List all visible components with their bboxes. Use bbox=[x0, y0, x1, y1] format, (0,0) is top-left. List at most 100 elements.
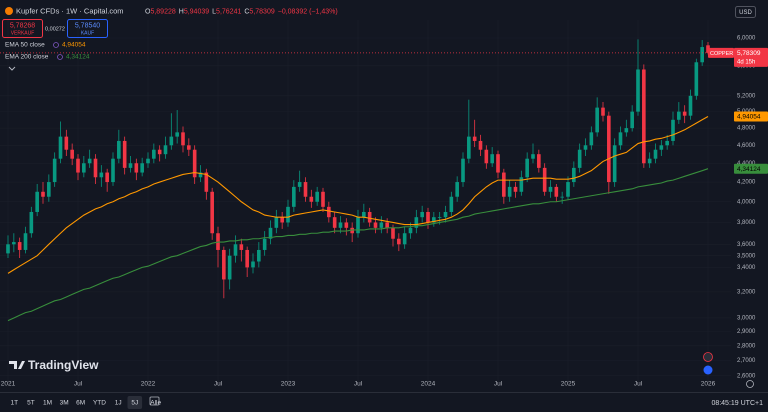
x-tick-label: 2022 bbox=[141, 381, 156, 388]
candle-body bbox=[636, 69, 640, 112]
candle-body bbox=[82, 163, 86, 173]
candle-body bbox=[507, 186, 512, 197]
candle-body bbox=[204, 172, 209, 192]
candle-body bbox=[47, 182, 51, 197]
currency: USD bbox=[739, 10, 752, 16]
candle-body bbox=[262, 238, 267, 250]
legend-icon[interactable] bbox=[57, 54, 63, 60]
range-button[interactable]: 5T bbox=[27, 400, 35, 407]
range-button[interactable]: 3M bbox=[60, 400, 69, 407]
candle-body bbox=[426, 211, 430, 223]
candle-body bbox=[420, 211, 424, 218]
symbol-title: Kupfer CFDs · 1W · Capital.com bbox=[16, 6, 124, 15]
candle-body bbox=[122, 140, 127, 168]
indicator-legend: EMA 50 close 4,94054 EMA 200 close 4,34124 bbox=[5, 42, 90, 61]
candle-body bbox=[659, 145, 664, 150]
candle-body bbox=[52, 158, 57, 183]
candle-body bbox=[58, 136, 63, 159]
candle-body bbox=[187, 145, 191, 150]
buy-button[interactable] bbox=[67, 19, 108, 38]
candle-body bbox=[70, 149, 74, 159]
ohlc-key: L bbox=[212, 8, 216, 15]
last-price-label: 5,78309 bbox=[737, 50, 761, 57]
candle-body bbox=[309, 196, 314, 202]
candle-body bbox=[537, 154, 541, 168]
event-icon[interactable] bbox=[703, 352, 713, 362]
legend-icon[interactable] bbox=[53, 42, 59, 48]
ohlc-value: 5,76241 bbox=[216, 8, 241, 15]
y-tick-label: 3,2000 bbox=[737, 289, 756, 295]
plot-area bbox=[6, 39, 710, 322]
ema-price-tag bbox=[734, 163, 768, 174]
sell-button[interactable] bbox=[2, 19, 43, 38]
candle-body bbox=[332, 217, 337, 228]
range-button[interactable]: 1T bbox=[11, 400, 19, 407]
candle-body bbox=[198, 172, 203, 178]
range-button[interactable]: 1J bbox=[115, 400, 122, 407]
settings-icon[interactable] bbox=[746, 380, 754, 388]
range-button[interactable]: YTD bbox=[93, 400, 106, 407]
candle-body bbox=[554, 186, 559, 197]
candle-body bbox=[624, 128, 629, 133]
candle-body bbox=[338, 222, 343, 228]
candle-body bbox=[472, 136, 477, 141]
candle-body bbox=[99, 172, 104, 178]
candle-body bbox=[402, 233, 407, 245]
legend-name: EMA 50 close bbox=[5, 42, 45, 49]
candle-body bbox=[146, 158, 150, 164]
candle-body bbox=[525, 158, 529, 178]
event-icon[interactable] bbox=[703, 365, 713, 375]
candle-body bbox=[344, 222, 349, 228]
legend-value: 4,34124 bbox=[66, 54, 90, 61]
candle-body bbox=[222, 249, 226, 280]
x-tick-label: 2023 bbox=[281, 381, 296, 388]
calendar-icon[interactable] bbox=[149, 396, 160, 406]
candle-body bbox=[111, 158, 115, 183]
candle-body bbox=[297, 182, 302, 187]
candle-body bbox=[665, 140, 669, 146]
candle-body bbox=[385, 222, 389, 228]
ohlc-key: H bbox=[179, 8, 184, 15]
candle-body bbox=[478, 140, 483, 150]
collapse-chevron[interactable] bbox=[8, 66, 16, 71]
candle-body bbox=[560, 196, 564, 198]
currency-box[interactable] bbox=[735, 6, 756, 18]
candle-body bbox=[12, 242, 16, 245]
y-tick-label: 3,5000 bbox=[737, 253, 756, 259]
range-button[interactable]: 1M bbox=[43, 400, 52, 407]
candle-body bbox=[303, 182, 308, 197]
candle-body bbox=[315, 191, 319, 202]
range-toolbar: 1T 5T 1M 3M 6M YTD 1J 5J Alle bbox=[11, 396, 162, 409]
range-button[interactable]: 5J bbox=[131, 400, 138, 407]
candle-body bbox=[140, 163, 144, 173]
candle-body bbox=[93, 158, 98, 178]
candle-body bbox=[572, 167, 576, 183]
candle-body bbox=[163, 145, 168, 155]
candle-body bbox=[41, 191, 45, 197]
y-tick-label: 2,6000 bbox=[737, 373, 756, 379]
candle-body bbox=[251, 261, 255, 268]
x-tick-label: Jul bbox=[634, 381, 643, 388]
candle-body bbox=[490, 154, 494, 164]
range-button[interactable]: 6M bbox=[76, 400, 85, 407]
sell-label: VERKAUF bbox=[11, 30, 35, 36]
candle-body bbox=[128, 163, 133, 168]
candle-body bbox=[647, 158, 652, 164]
candle-body bbox=[682, 111, 687, 116]
x-tick-label: 2025 bbox=[561, 381, 576, 388]
candle-body bbox=[134, 163, 139, 173]
logo-text: TradingView bbox=[28, 358, 99, 372]
y-tick-label: 2,9000 bbox=[737, 329, 756, 335]
candle-body bbox=[274, 217, 279, 228]
y-tick-label: 2,8000 bbox=[737, 343, 756, 349]
candle-body bbox=[391, 227, 395, 239]
candle-body bbox=[484, 149, 489, 164]
candle-body bbox=[496, 154, 500, 173]
candle-body bbox=[467, 136, 471, 159]
candle-body bbox=[612, 145, 617, 183]
y-tick-label: 6,0000 bbox=[737, 36, 756, 42]
spread: 0,00272 bbox=[45, 26, 65, 32]
candle-body bbox=[233, 244, 238, 256]
range-button[interactable]: Alle bbox=[150, 400, 161, 407]
candle-body bbox=[502, 172, 506, 197]
